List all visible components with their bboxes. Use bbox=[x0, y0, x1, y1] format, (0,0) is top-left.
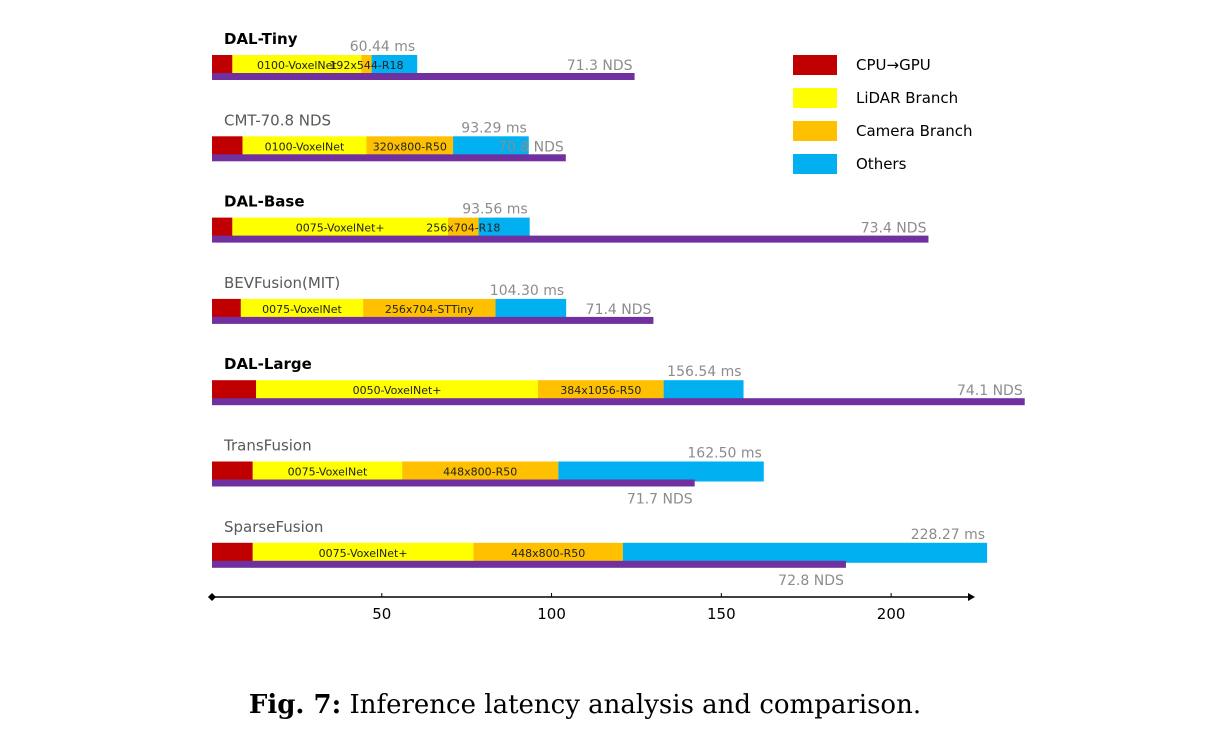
legend-label-camera-branch: Camera Branch bbox=[856, 122, 973, 140]
segment-label-cmt-70-8-nds: 0100-VoxelNet bbox=[265, 140, 345, 153]
legend-swatch-cpu-gpu bbox=[793, 55, 837, 75]
nds-bar-dal-large bbox=[212, 398, 1025, 406]
segment-label-sparsefusion: 0075-VoxelNet+ bbox=[319, 547, 408, 560]
total-ms-label-dal-tiny: 60.44 ms bbox=[350, 39, 415, 55]
model-name-dal-base: DAL-Base bbox=[224, 193, 305, 211]
latency-segment-dal-tiny-lidar-branch bbox=[232, 55, 362, 75]
segment-label-dal-large: 384x1056-R50 bbox=[560, 384, 641, 397]
latency-segment-dal-tiny-cpu-gpu bbox=[212, 55, 233, 75]
legend-label-others: Others bbox=[856, 155, 907, 173]
legend-swatch-others bbox=[793, 154, 837, 174]
caption-prefix: Fig. 7: bbox=[248, 690, 342, 720]
latency-segment-dal-base-cpu-gpu bbox=[212, 217, 233, 238]
nds-bar-dal-tiny bbox=[212, 73, 635, 80]
segment-label-bevfusion-mit: 0075-VoxelNet bbox=[262, 303, 342, 316]
latency-segment-cmt-70-8-nds-others bbox=[453, 136, 529, 157]
latency-segment-sparsefusion-cpu-gpu bbox=[212, 542, 253, 563]
latency-segment-cmt-70-8-nds-lidar-branch bbox=[242, 136, 367, 157]
segment-label-transfusion: 448x800-R50 bbox=[443, 466, 517, 479]
total-ms-label-sparsefusion: 228.27 ms bbox=[911, 527, 985, 543]
latency-segment-bevfusion-mit-cpu-gpu bbox=[212, 298, 241, 319]
latency-segment-dal-base-others bbox=[478, 217, 530, 238]
segment-label-dal-tiny: 192x544-R18 bbox=[329, 59, 403, 72]
nds-label-bevfusion-mit: 71.4 NDS bbox=[586, 302, 652, 318]
latency-segment-sparsefusion-others bbox=[622, 542, 988, 563]
latency-segment-bevfusion-mit-camera-branch bbox=[363, 298, 496, 319]
total-ms-label-bevfusion-mit: 104.30 ms bbox=[490, 283, 564, 299]
latency-segment-sparsefusion-camera-branch bbox=[473, 542, 623, 563]
nds-label-sparsefusion: 72.8 NDS bbox=[778, 573, 844, 589]
latency-segment-cmt-70-8-nds-cpu-gpu bbox=[212, 136, 243, 157]
latency-segment-dal-large-lidar-branch bbox=[256, 380, 538, 401]
x-tick-label-150: 150 bbox=[707, 605, 736, 623]
nds-bar-dal-base bbox=[212, 235, 929, 243]
x-axis-start-marker bbox=[208, 593, 216, 601]
nds-label-cmt-70-8-nds: 70.8 NDS bbox=[498, 139, 564, 155]
segment-label-bevfusion-mit: 256x704-STTiny bbox=[385, 303, 474, 316]
legend-swatch-lidar-branch bbox=[793, 88, 837, 108]
legend-swatch-camera-branch bbox=[793, 121, 837, 141]
nds-bar-bevfusion-mit bbox=[212, 316, 654, 324]
latency-segment-dal-tiny-camera-branch bbox=[361, 55, 372, 75]
legend-label-lidar-branch: LiDAR Branch bbox=[856, 89, 958, 107]
latency-segment-cmt-70-8-nds-camera-branch bbox=[366, 136, 454, 157]
total-ms-label-dal-base: 93.56 ms bbox=[462, 202, 527, 218]
nds-label-dal-base: 73.4 NDS bbox=[861, 221, 927, 237]
segment-label-dal-base: 0075-VoxelNet+ bbox=[296, 222, 385, 235]
nds-bar-cmt-70-8-nds bbox=[212, 154, 566, 162]
latency-segment-dal-tiny-others bbox=[371, 55, 418, 75]
latency-segment-transfusion-cpu-gpu bbox=[212, 461, 253, 482]
legend-label-cpu-gpu: CPU→GPU bbox=[856, 56, 931, 74]
latency-segment-bevfusion-mit-others bbox=[495, 298, 567, 319]
nds-bar-sparsefusion bbox=[212, 560, 846, 568]
total-ms-label-dal-large: 156.54 ms bbox=[667, 364, 741, 380]
x-tick-label-50: 50 bbox=[372, 605, 391, 623]
latency-segment-dal-large-cpu-gpu bbox=[212, 380, 257, 401]
segment-label-dal-base: 256x704-R18 bbox=[426, 222, 500, 235]
latency-segment-transfusion-camera-branch bbox=[402, 461, 559, 482]
latency-segment-dal-base-lidar-branch bbox=[232, 217, 448, 238]
figure-caption: Fig. 7: Inference latency analysis and c… bbox=[0, 690, 1170, 720]
nds-bar-transfusion bbox=[212, 479, 695, 487]
total-ms-label-cmt-70-8-nds: 93.29 ms bbox=[461, 120, 526, 136]
nds-label-dal-large: 74.1 NDS bbox=[957, 383, 1023, 399]
model-name-cmt-70-8-nds: CMT-70.8 NDS bbox=[224, 111, 331, 129]
segment-label-transfusion: 0075-VoxelNet bbox=[288, 466, 368, 479]
x-tick-label-100: 100 bbox=[537, 605, 566, 623]
total-ms-label-transfusion: 162.50 ms bbox=[687, 446, 761, 462]
model-name-dal-large: DAL-Large bbox=[224, 355, 312, 373]
x-axis-arrow bbox=[968, 593, 975, 601]
latency-segment-dal-large-camera-branch bbox=[537, 380, 664, 401]
segment-label-cmt-70-8-nds: 320x800-R50 bbox=[373, 140, 447, 153]
segment-label-dal-large: 0050-VoxelNet+ bbox=[353, 384, 442, 397]
latency-segment-dal-base-camera-branch bbox=[447, 217, 479, 238]
model-name-sparsefusion: SparseFusion bbox=[224, 518, 323, 536]
latency-segment-bevfusion-mit-lidar-branch bbox=[240, 298, 364, 319]
latency-segment-transfusion-lidar-branch bbox=[252, 461, 403, 482]
latency-segment-transfusion-others bbox=[558, 461, 764, 482]
caption-text: Inference latency analysis and compariso… bbox=[349, 690, 922, 720]
model-name-dal-tiny: DAL-Tiny bbox=[224, 30, 298, 48]
model-name-bevfusion-mit: BEVFusion(MIT) bbox=[224, 274, 340, 292]
latency-segment-dal-large-others bbox=[663, 380, 744, 401]
model-name-transfusion: TransFusion bbox=[223, 437, 312, 455]
latency-segment-sparsefusion-lidar-branch bbox=[252, 542, 474, 563]
segment-label-sparsefusion: 448x800-R50 bbox=[511, 547, 585, 560]
nds-label-transfusion: 71.7 NDS bbox=[627, 492, 693, 508]
nds-label-dal-tiny: 71.3 NDS bbox=[567, 58, 633, 74]
segment-label-dal-tiny: 0100-VoxelNet bbox=[257, 59, 337, 72]
x-tick-label-200: 200 bbox=[877, 605, 906, 623]
